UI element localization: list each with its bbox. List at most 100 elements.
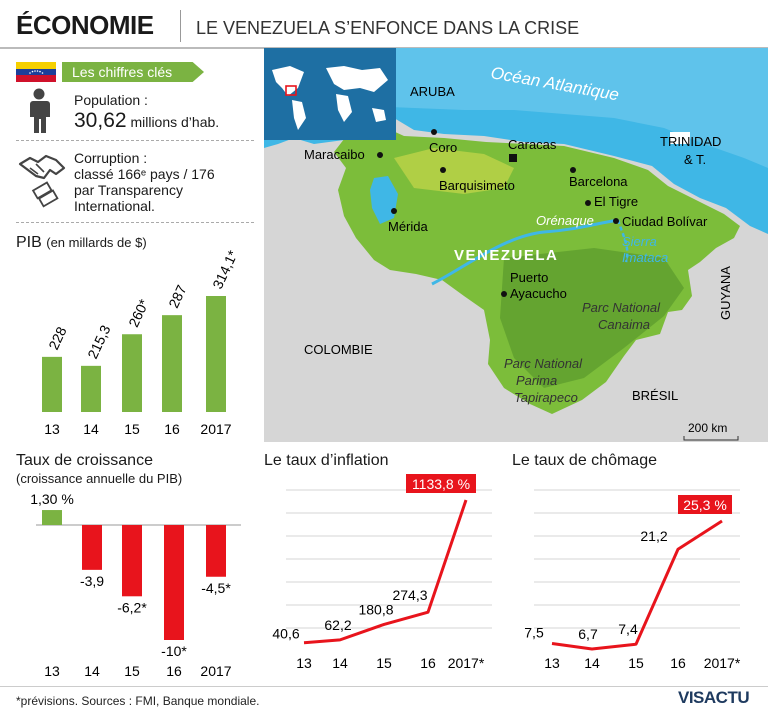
person-icon [30, 88, 50, 133]
category-label: 2017 [200, 421, 231, 437]
category-label: 15 [376, 655, 392, 671]
city-dot [431, 129, 437, 135]
tributary-river [616, 219, 629, 263]
unemployment-title: Le taux de chômage [512, 452, 657, 469]
lake-maracaibo [370, 176, 398, 224]
bar-value-label: 1,30 % [30, 491, 74, 507]
country-label: BRÉSIL [632, 388, 678, 403]
divider [16, 140, 254, 141]
bar [164, 525, 184, 640]
city-dot [440, 167, 446, 173]
park-label: Parc National [504, 356, 583, 371]
category-label: 14 [84, 663, 100, 679]
world-continents [272, 66, 388, 130]
country-label: ARUBA [410, 84, 455, 99]
category-label: 15 [124, 421, 140, 437]
inflation-title: Le taux d’inflation [264, 452, 389, 469]
highlight-badge [678, 495, 732, 514]
scale-bar [683, 436, 739, 441]
bar-value-label: -6,2* [117, 599, 147, 615]
category-label: 13 [544, 655, 560, 671]
city-label: El Tigre [594, 194, 638, 209]
category-label: 13 [44, 421, 60, 437]
city-dot [391, 208, 397, 214]
divider [16, 222, 254, 223]
orinoco-river [431, 218, 619, 286]
growth-subtitle: (croissance annuelle du PIB) [16, 471, 183, 486]
country-label: GUYANA [718, 266, 733, 320]
data-label: 21,2 [640, 528, 667, 544]
world-inset [264, 48, 396, 140]
bar-value-label: -4,5* [201, 580, 231, 596]
country-label: & T. [684, 152, 706, 167]
data-label: 180,8 [358, 601, 393, 617]
category-label: 16 [420, 655, 436, 671]
unemployment-line-chart: 137,5 14 6,7 15 7,4 16 21,2 2017* 25,3 % [524, 489, 741, 671]
bar-value-label: 260* [125, 296, 152, 329]
category-label: 15 [124, 663, 140, 679]
corruption-line: par Transparency [74, 182, 183, 198]
bar [42, 356, 62, 412]
trinidad-island [670, 132, 690, 144]
pib-subtitle: (en millards de $) [46, 235, 147, 250]
park-label: Tapirapeco [514, 390, 578, 405]
category-label: 14 [83, 421, 99, 437]
bar-value-label: -3,9 [80, 573, 104, 589]
park-label: Parc National [582, 300, 661, 315]
city-label: Ayacucho [510, 286, 567, 301]
venezuela-map: Océan Atlantique ARUBA TRINIDAD & T. COL… [264, 48, 768, 442]
population-label: Population : [74, 92, 148, 108]
city-dot [501, 291, 507, 297]
highlight-badge [406, 474, 476, 493]
category-label: 16 [164, 421, 180, 437]
plain-area [394, 148, 514, 194]
forest-area [500, 248, 684, 388]
city-dot [570, 167, 576, 173]
header-divider [180, 10, 181, 42]
category-label: 14 [332, 655, 348, 671]
growth-bar-chart: 1,30 % 13 -3,9 14 -6,2* 15 -10* 16 -4,5* 2017 [30, 491, 241, 679]
highlight-value-label: 25,3 % [683, 497, 727, 513]
bar [82, 525, 102, 570]
pib-bar-chart: 228 13 215,3 14 260* 15 287 16 314,1* 2017 [42, 250, 241, 437]
key-figures-banner: Les chiffres clés [62, 62, 204, 82]
growth-title: Taux de croissance [16, 452, 153, 469]
capital-marker [509, 154, 517, 162]
corruption-line: Corruption : [74, 150, 148, 166]
river-label: Orénaque [536, 213, 594, 228]
population-unit: millions d’hab. [130, 114, 220, 130]
city-label: Puerto [510, 270, 548, 285]
country-label: COLOMBIE [304, 342, 373, 357]
park-label: Canaima [598, 317, 650, 332]
scale-label: 200 km [688, 421, 727, 435]
population-number: 30,62 [74, 109, 127, 132]
data-label: 40,6 [272, 626, 299, 642]
inflation-line-chart: 13 40,6 14 62,2 15 180,8 16 274,3 2017* 1133,8 % [272, 474, 492, 671]
category-label: 16 [670, 655, 686, 671]
visactu-logo: VISACTU [678, 688, 750, 707]
park-label: Parima [516, 373, 557, 388]
data-label: 62,2 [324, 617, 351, 633]
population-value: 30,62 millions d’hab. [74, 109, 219, 133]
city-dot [613, 218, 619, 224]
park-label: Sierra [622, 234, 657, 249]
bar-value-label: 314,1* [209, 250, 241, 291]
venezuela-flag-icon [16, 62, 56, 82]
bar-value-label: 215,3 [84, 322, 113, 361]
data-label: 7,4 [618, 621, 638, 637]
park-label: Imataca [622, 250, 668, 265]
city-label: Maracaibo [304, 147, 365, 162]
city-label: Coro [429, 140, 457, 155]
bar-value-label: 287 [165, 282, 189, 310]
bar [162, 315, 182, 412]
bar-value-label: 228 [45, 324, 69, 352]
pib-title: PIB (en millards de $) [16, 234, 147, 252]
pib-title-main: PIB [16, 234, 42, 251]
bar [122, 334, 142, 412]
city-label: Ciudad Bolívar [622, 214, 708, 229]
ocean-shallows [304, 48, 768, 168]
footer-note: *prévisions. Sources : FMI, Banque mondi… [16, 694, 260, 708]
section-category: ÉCONOMIE [16, 10, 154, 40]
corruption-text: Corruption : classé 166ᵉ pays / 176 par … [74, 150, 254, 214]
data-label: 6,7 [578, 626, 598, 642]
